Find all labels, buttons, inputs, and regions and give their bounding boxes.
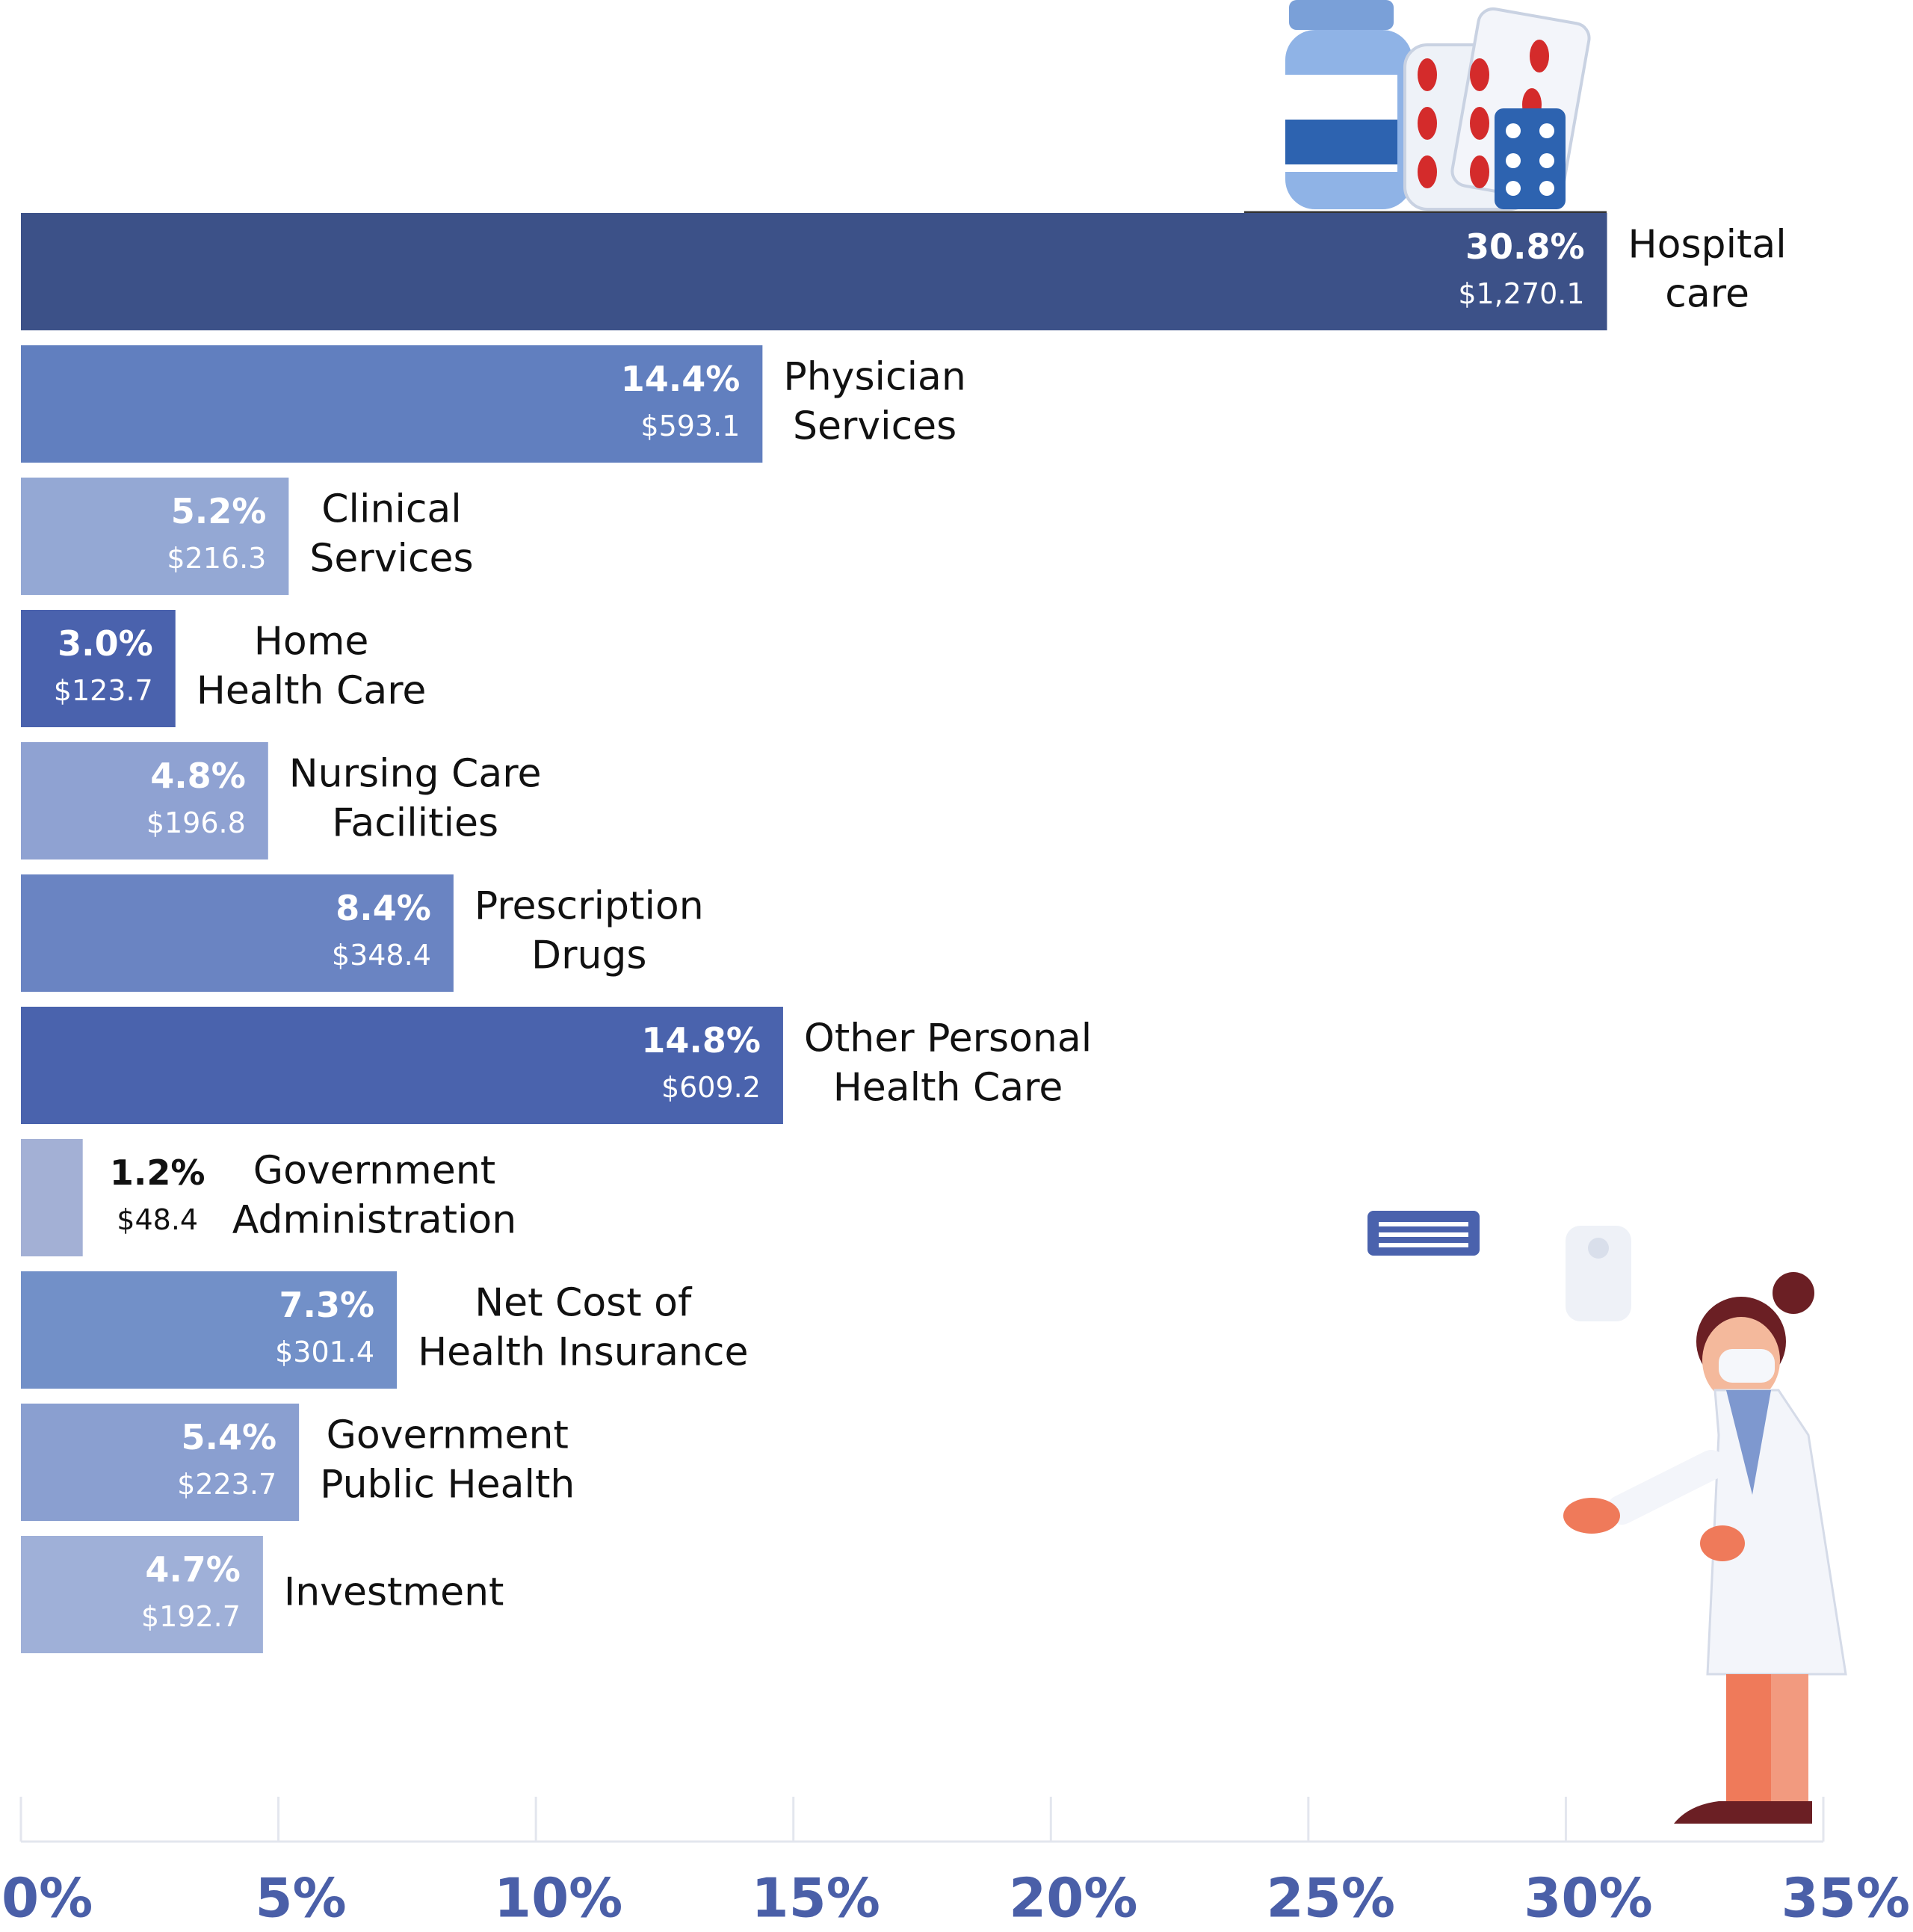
amount-label: $192.7	[141, 1600, 241, 1633]
value-label: 4.7%	[145, 1549, 241, 1590]
bar	[21, 1007, 783, 1124]
category-label: Government Public Health	[320, 1413, 575, 1507]
bar	[21, 478, 289, 595]
category-label: Other Personal Health Care	[804, 1016, 1092, 1111]
category-label: Investment	[284, 1570, 504, 1615]
value-label: 5.4%	[182, 1417, 277, 1457]
bar	[21, 1404, 300, 1521]
amount-label: $609.2	[661, 1071, 761, 1104]
x-tick-label: 0%	[1, 1867, 93, 1930]
amount-label: $216.3	[167, 542, 266, 575]
category-label: Hospital care	[1628, 223, 1787, 317]
medicine-illustration	[1244, 0, 1607, 214]
doctor-illustration	[1367, 1211, 1847, 1824]
x-tick-label: 15%	[752, 1867, 880, 1930]
bar	[21, 1271, 398, 1389]
value-label: 14.4%	[621, 359, 741, 399]
bar	[21, 1139, 83, 1256]
value-label: 14.8%	[641, 1020, 761, 1061]
category-label: Home Health Care	[197, 620, 427, 714]
value-label: 5.2%	[171, 491, 267, 531]
value-label: 7.3%	[279, 1285, 374, 1325]
value-label: 1.2%	[110, 1152, 205, 1193]
amount-label: $123.7	[54, 674, 153, 707]
category-label: Net Cost of Health Insurance	[418, 1281, 748, 1375]
bar	[21, 874, 454, 992]
x-tick-label: 5%	[255, 1867, 346, 1930]
category-label: Nursing Care Facilities	[289, 752, 542, 846]
value-label: 3.0%	[58, 623, 153, 664]
x-tick-label: 10%	[494, 1867, 622, 1930]
category-label: Prescription Drugs	[475, 884, 704, 978]
category-label: Government Administration	[232, 1149, 517, 1243]
x-tick-label: 20%	[1009, 1867, 1137, 1930]
x-tick-label: 30%	[1524, 1867, 1652, 1930]
value-label: 30.8%	[1465, 226, 1585, 267]
amount-label: $1,270.1	[1458, 277, 1584, 310]
bar	[21, 742, 268, 859]
value-label: 4.8%	[150, 756, 246, 796]
bar	[21, 213, 1607, 330]
amount-label: $301.4	[275, 1336, 374, 1368]
bar	[21, 345, 763, 463]
amount-label: $593.1	[640, 410, 740, 442]
amount-label: $196.8	[146, 806, 246, 839]
amount-label: $48.4	[117, 1203, 198, 1236]
value-label: 8.4%	[336, 888, 431, 928]
amount-label: $223.7	[177, 1468, 276, 1501]
amount-label: $348.4	[332, 939, 431, 972]
x-tick-label: 35%	[1781, 1867, 1910, 1930]
bar	[21, 1536, 263, 1653]
x-tick-label: 25%	[1267, 1867, 1395, 1930]
category-label: Physician Services	[783, 355, 966, 449]
category-label: Clinical Services	[309, 487, 473, 581]
bar	[21, 610, 176, 727]
